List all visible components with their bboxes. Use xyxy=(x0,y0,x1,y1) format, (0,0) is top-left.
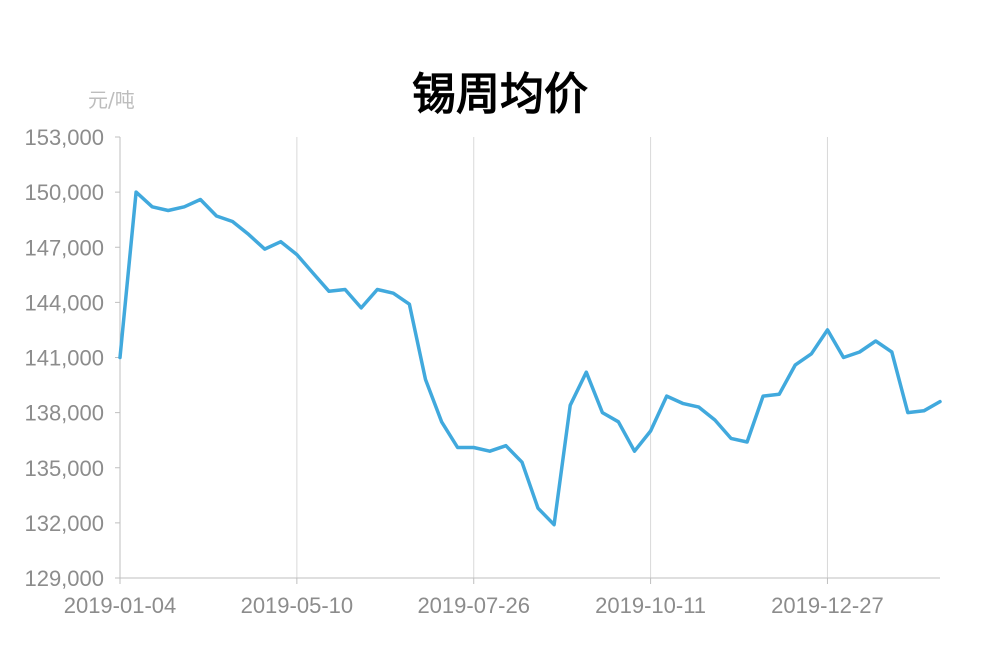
y-tick-label: 132,000 xyxy=(24,511,104,536)
data-point xyxy=(488,450,491,453)
data-point xyxy=(504,444,507,447)
x-tick-label: 2019-07-26 xyxy=(417,593,530,618)
data-point xyxy=(537,507,540,510)
data-point xyxy=(553,523,556,526)
data-point xyxy=(183,205,186,208)
data-point xyxy=(408,303,411,306)
data-point xyxy=(376,288,379,291)
data-point xyxy=(826,328,829,331)
data-point xyxy=(247,233,250,236)
y-axis-unit-label: 元/吨 xyxy=(88,88,135,112)
data-point xyxy=(167,209,170,212)
data-point xyxy=(344,288,347,291)
y-tick-label: 147,000 xyxy=(24,235,104,260)
x-tick-label: 2019-05-10 xyxy=(241,593,354,618)
data-point xyxy=(939,400,942,403)
data-point xyxy=(311,271,314,274)
data-point xyxy=(231,220,234,223)
data-point xyxy=(360,306,363,309)
data-point xyxy=(906,411,909,414)
x-tick-label: 2019-12-27 xyxy=(771,593,884,618)
data-point xyxy=(633,450,636,453)
data-point xyxy=(874,339,877,342)
data-point xyxy=(794,363,797,366)
data-point xyxy=(199,198,202,201)
y-tick-label: 144,000 xyxy=(24,290,104,315)
data-point xyxy=(858,350,861,353)
data-point xyxy=(119,356,122,359)
x-tick-label: 2019-01-04 xyxy=(64,593,177,618)
data-point xyxy=(601,411,604,414)
data-point xyxy=(890,350,893,353)
data-point xyxy=(585,371,588,374)
data-point xyxy=(713,418,716,421)
data-point xyxy=(279,240,282,243)
data-point xyxy=(681,402,684,405)
y-tick-label: 150,000 xyxy=(24,180,104,205)
data-point xyxy=(778,393,781,396)
data-point xyxy=(746,441,749,444)
data-point xyxy=(842,356,845,359)
data-point xyxy=(151,205,154,208)
data-point xyxy=(215,215,218,218)
data-point xyxy=(392,292,395,295)
y-tick-label: 129,000 xyxy=(24,566,104,591)
data-point xyxy=(697,406,700,409)
price-series-line xyxy=(118,190,942,527)
data-point xyxy=(328,290,331,293)
data-point xyxy=(456,446,459,449)
data-point xyxy=(295,253,298,256)
data-point xyxy=(135,191,138,194)
data-point xyxy=(810,352,813,355)
data-point xyxy=(440,420,443,423)
data-point xyxy=(424,378,427,381)
data-point xyxy=(263,248,266,251)
data-point xyxy=(649,430,652,433)
data-point xyxy=(472,446,475,449)
data-point xyxy=(617,420,620,423)
data-point xyxy=(520,461,523,464)
data-point xyxy=(665,395,668,398)
y-tick-label: 141,000 xyxy=(24,346,104,371)
x-tick-label: 2019-10-11 xyxy=(595,593,706,618)
y-tick-label: 138,000 xyxy=(24,401,104,426)
y-tick-label: 135,000 xyxy=(24,456,104,481)
chart-title: 锡周均价 xyxy=(412,69,588,120)
data-point xyxy=(762,395,765,398)
data-point xyxy=(922,409,925,412)
data-point xyxy=(569,404,572,407)
y-tick-label: 153,000 xyxy=(24,125,104,150)
data-point xyxy=(729,437,732,440)
